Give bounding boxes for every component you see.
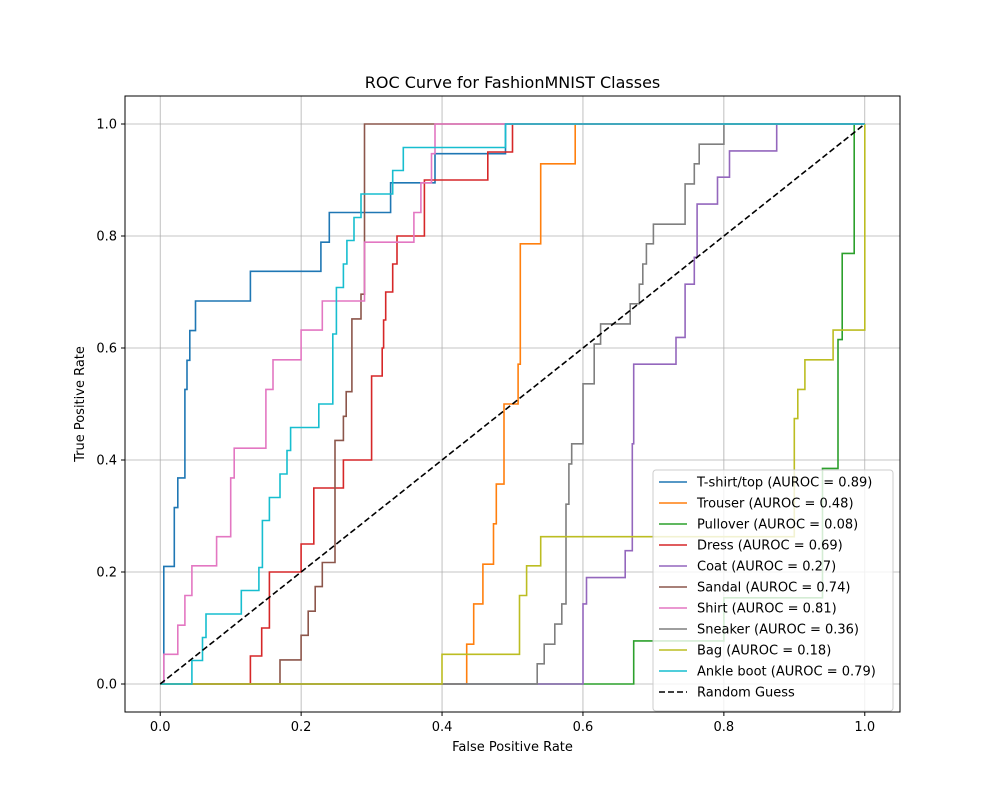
y-tick-label: 0.0: [96, 678, 117, 693]
series-line-5: [160, 123, 865, 685]
legend-label: Random Guess: [697, 686, 795, 701]
legend-label: T-shirt/top (AUROC = 0.89): [696, 476, 872, 491]
legend-label: Bag (AUROC = 0.18): [697, 644, 831, 659]
legend-label: Dress (AUROC = 0.69): [697, 539, 843, 554]
x-tick-label: 0.8: [714, 720, 735, 735]
x-tick-label: 0.2: [291, 720, 312, 735]
series-line-10: [159, 123, 866, 685]
series-line-0: [160, 123, 865, 685]
legend-label: Sandal (AUROC = 0.74): [697, 581, 850, 596]
legend-label: Ankle boot (AUROC = 0.79): [697, 665, 876, 680]
chart-title: ROC Curve for FashionMNIST Classes: [365, 73, 661, 92]
series-line-7: [160, 123, 865, 685]
series-line-6: [160, 123, 865, 685]
x-axis-label: False Positive Rate: [452, 740, 573, 755]
legend-label: Sneaker (AUROC = 0.36): [697, 623, 859, 638]
x-tick-label: 0.6: [573, 720, 594, 735]
y-tick-label: 1.0: [96, 118, 117, 133]
legend-label: Pullover (AUROC = 0.08): [697, 518, 858, 533]
axes: 0.0 0.2 0.4 0.6 0.8 1.0 0.0 0.2 0.4 0.6 0.8 1.0: [96, 118, 875, 736]
y-tick-label: 0.4: [96, 454, 117, 469]
x-tick-label: 0.4: [432, 720, 453, 735]
series-lines: [159, 123, 866, 685]
series-line-3: [160, 123, 865, 685]
x-tick-label: 1.0: [854, 720, 875, 735]
legend-box: [652, 469, 894, 712]
plot-area-frame: [124, 95, 901, 713]
legend-label: Shirt (AUROC = 0.81): [697, 602, 837, 617]
x-tick-label: 0.0: [150, 720, 171, 735]
legend-label: Coat (AUROC = 0.27): [697, 560, 836, 575]
y-tick-label: 0.6: [96, 342, 117, 357]
series-line-9: [160, 123, 865, 685]
y-tick-label: 0.8: [96, 230, 117, 245]
y-tick-label: 0.2: [96, 566, 117, 581]
y-axis-label: True Positive Rate: [73, 346, 88, 463]
legend: T-shirt/top (AUROC = 0.89) Trouser (AUROC…: [652, 469, 894, 712]
legend-label: Trouser (AUROC = 0.48): [696, 497, 854, 512]
series-line-1: [160, 123, 865, 685]
series-line-4: [160, 123, 865, 685]
